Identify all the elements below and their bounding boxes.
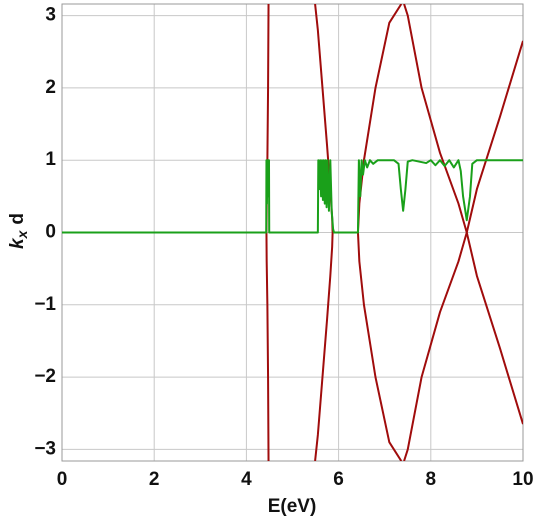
y-label-sub: x	[14, 229, 30, 239]
x-tick-label: 8	[426, 469, 437, 490]
x-tick-label: 10	[512, 469, 533, 490]
data-line	[403, 4, 523, 425]
x-tick-label: 0	[57, 469, 68, 490]
data-line	[403, 40, 523, 461]
y-tick-label: −2	[34, 366, 56, 387]
x-tick-label: 4	[241, 469, 252, 490]
data-line	[62, 159, 523, 234]
y-label-rest: d	[7, 213, 28, 225]
data-line	[314, 4, 334, 461]
y-tick-label: 2	[45, 77, 56, 98]
x-tick-label: 6	[333, 469, 344, 490]
y-tick-label: 3	[45, 5, 56, 26]
y-axis-label: kxd	[7, 213, 30, 249]
x-tick-label: 2	[149, 469, 160, 490]
y-tick-label: 0	[45, 222, 56, 243]
y-tick-label: −3	[34, 438, 56, 459]
x-axis-label: E(eV)	[268, 496, 317, 517]
y-tick-label: 1	[45, 149, 56, 170]
y-tick-label: −1	[34, 294, 56, 315]
y-label-main: k	[7, 237, 28, 249]
